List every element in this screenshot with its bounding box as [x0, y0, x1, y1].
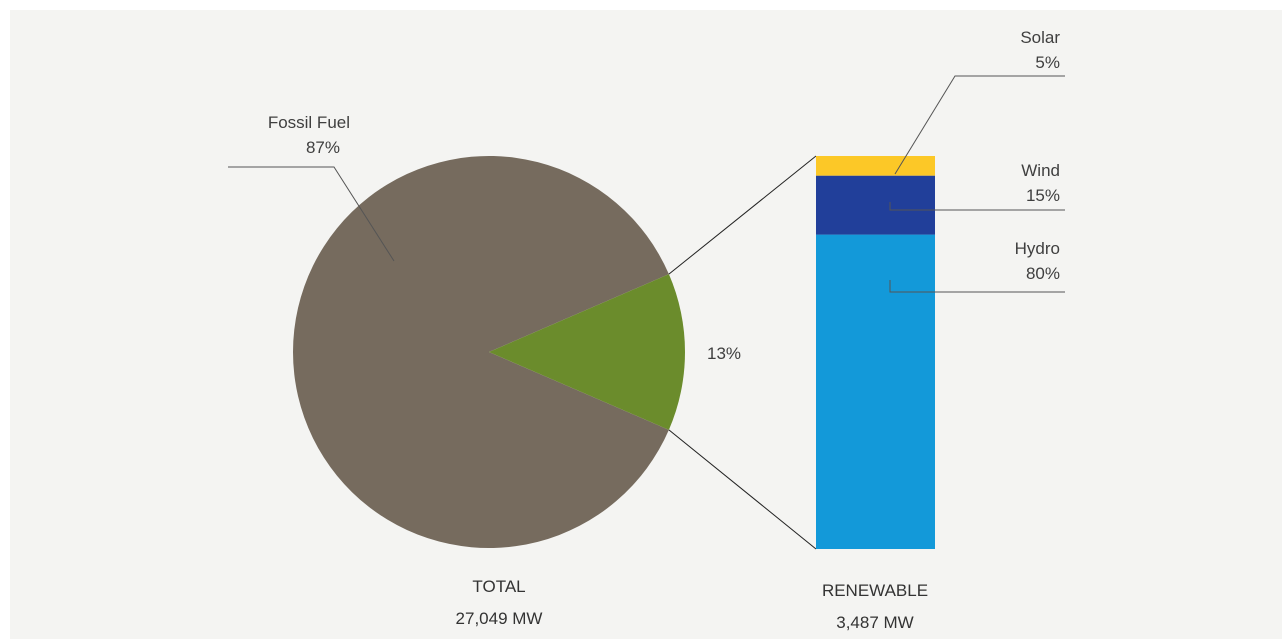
hydro-percent: 80% [1026, 264, 1060, 283]
wind-leader-line [889, 202, 1065, 211]
chart-canvas: Fossil Fuel 87% 13% Solar 5% Wind 15% Hy… [10, 10, 1282, 639]
bar-segment-hydro [816, 234, 935, 549]
renewable-breakdown-chart: Fossil Fuel 87% 13% Solar 5% Wind 15% Hy… [228, 28, 1065, 632]
pie-to-bar-connectors [668, 155, 817, 550]
fossil-fuel-percent: 87% [306, 138, 340, 157]
pie-slice-fossil-fuel [292, 155, 669, 548]
total-caption-value: 27,049 MW [456, 609, 543, 628]
connector-top [668, 155, 817, 275]
solar-leader-line [894, 75, 1065, 175]
solar-percent: 5% [1035, 53, 1060, 72]
wind-percent: 15% [1026, 186, 1060, 205]
bar-segment-wind [816, 175, 935, 235]
renewable-share-label: 13% [707, 344, 741, 363]
renewable-caption-value: 3,487 MW [836, 613, 913, 632]
renewable-caption-title: RENEWABLE [822, 581, 928, 600]
solar-label: Solar [1020, 28, 1060, 47]
label-leader-lines [228, 75, 1065, 293]
bar-segment-solar [816, 156, 935, 176]
total-pie [292, 155, 685, 548]
pie-slice-renewable [489, 274, 685, 430]
hydro-leader-line [889, 280, 1065, 293]
labels: Fossil Fuel 87% 13% Solar 5% Wind 15% Hy… [268, 28, 1061, 632]
fossil-fuel-leader-line [228, 166, 395, 262]
fossil-fuel-label: Fossil Fuel [268, 113, 350, 132]
connector-bottom [668, 429, 817, 550]
wind-label: Wind [1021, 161, 1060, 180]
hydro-label: Hydro [1015, 239, 1060, 258]
total-caption-title: TOTAL [472, 577, 525, 596]
renewable-stacked-bar [816, 156, 935, 549]
